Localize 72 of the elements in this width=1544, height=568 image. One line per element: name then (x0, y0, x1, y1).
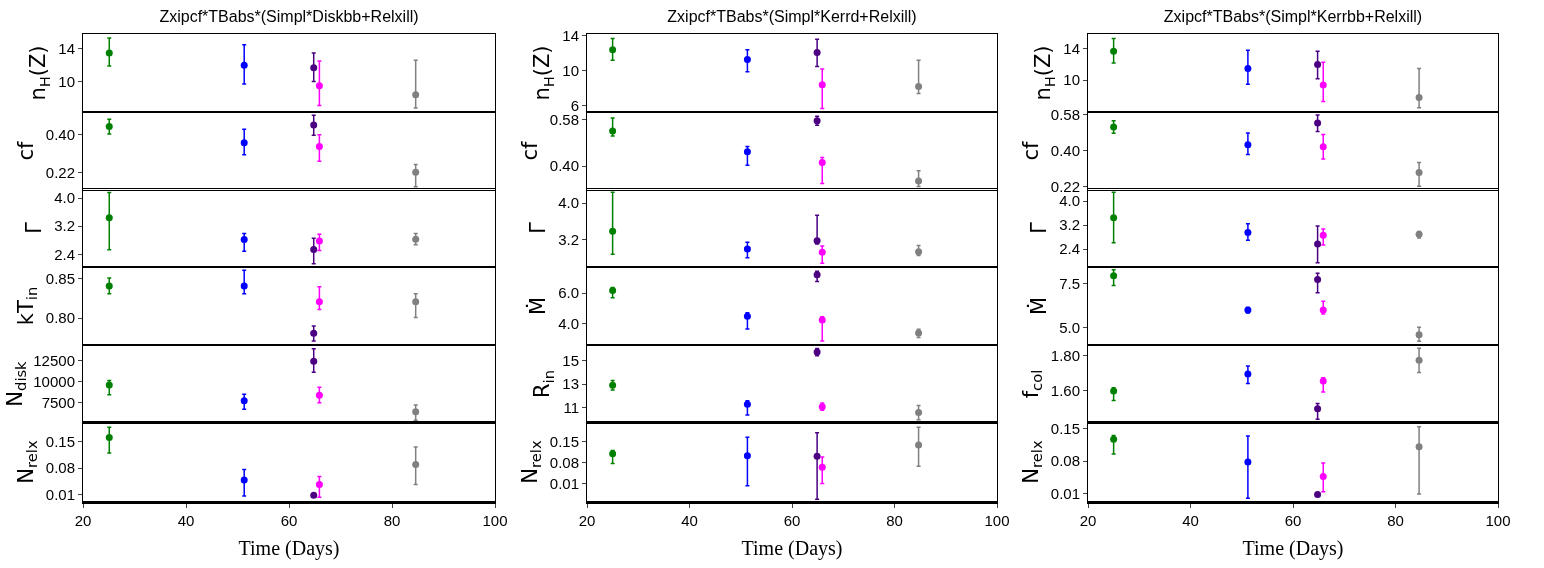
x-tick-label: 80 (886, 511, 903, 528)
y-tick-label: 4.0 (54, 189, 75, 207)
y-tick-label: 1.60 (1050, 381, 1080, 399)
x-tick-label: 20 (578, 511, 596, 528)
y-tick-label: 0.40 (1050, 141, 1080, 159)
x-tick-label: 100 (984, 511, 1010, 528)
y-axis-title: Ṁ (1026, 297, 1052, 316)
y-tick-label: 0.01 (45, 485, 75, 502)
y-tick-label: 0.40 (549, 157, 579, 175)
y-tick-label: 14 (562, 27, 579, 44)
y-tick-label: 6.0 (558, 284, 579, 302)
y-axis-title: Γ (1027, 222, 1052, 235)
x-tick-label: 100 (1485, 511, 1511, 528)
y-tick-label: 1.80 (1050, 346, 1080, 364)
x-tick-label: 60 (1284, 511, 1302, 528)
y-axis-title: Γ (526, 222, 551, 235)
y-tick-label: 3.2 (1059, 216, 1080, 234)
y-tick-label: 0.01 (549, 474, 579, 492)
y-axis-title: Ṁ (525, 297, 551, 316)
x-tick-label: 40 (1182, 511, 1199, 528)
y-tick-label: 3.2 (558, 231, 579, 249)
chart-title: Zxipcf*TBabs*(Simpl*Kerrd+Relxill) (667, 7, 917, 25)
y-axis-title: cf (13, 140, 38, 161)
y-tick-label: 0.40 (45, 125, 75, 143)
y-tick-label: 15 (562, 351, 579, 369)
y-tick-label: 12500 (33, 351, 75, 369)
y-tick-label: 0.58 (1050, 105, 1080, 123)
y-tick-label: 5.0 (1059, 319, 1080, 337)
x-axis-title: Time (Days) (741, 536, 843, 560)
y-tick-label: 0.08 (45, 458, 75, 476)
y-tick-label: 14 (58, 40, 75, 58)
y-tick-label: 4.0 (558, 315, 579, 333)
y-tick-label: 10 (1063, 71, 1080, 89)
y-axis-title: Γ (22, 222, 47, 235)
y-tick-label: 0.01 (1050, 484, 1080, 502)
x-tick-label: 60 (783, 511, 801, 528)
x-tick-label: 60 (280, 511, 298, 528)
y-tick-label: 14 (1063, 40, 1080, 58)
x-axis-title: Time (Days) (1242, 536, 1344, 560)
y-tick-label: 7500 (41, 393, 75, 411)
x-tick-label: 100 (482, 511, 508, 528)
y-tick-label: 2.4 (1059, 240, 1080, 258)
y-tick-label: 0.22 (45, 163, 75, 181)
y-tick-label: 0.22 (1050, 177, 1080, 195)
x-tick-label: 20 (1079, 511, 1097, 528)
y-tick-label: 0.08 (549, 453, 579, 471)
y-axis-title: cf (517, 140, 542, 161)
chart-title: Zxipcf*TBabs*(Simpl*Diskbb+Relxill) (159, 7, 419, 25)
y-tick-label: 7.5 (1059, 274, 1080, 292)
x-tick-label: 40 (681, 511, 698, 528)
y-tick-label: 0.08 (1050, 451, 1080, 469)
y-tick-label: 0.15 (1050, 419, 1080, 437)
y-tick-label: 10 (58, 72, 75, 90)
y-tick-label: 13 (562, 375, 579, 393)
x-tick-label: 20 (74, 511, 92, 528)
x-tick-label: 40 (177, 511, 195, 528)
x-axis-title: Time (Days) (238, 536, 340, 560)
x-tick-label: 80 (1387, 511, 1404, 528)
y-tick-label: 2.4 (54, 245, 75, 263)
y-tick-label: 3.2 (54, 217, 75, 235)
y-tick-label: 4.0 (558, 194, 579, 212)
y-tick-label: 10 (562, 62, 579, 80)
y-tick-label: 11 (563, 398, 579, 416)
y-tick-label: 10000 (33, 372, 75, 390)
y-tick-label: 0.80 (45, 309, 75, 327)
y-tick-label: 4.0 (1059, 192, 1080, 210)
y-tick-label: 0.15 (45, 432, 75, 450)
y-tick-label: 0.15 (549, 432, 579, 450)
y-axis-title: cf (1018, 140, 1043, 161)
x-tick-label: 80 (383, 511, 401, 528)
y-tick-label: 0.85 (45, 270, 75, 288)
chart-title: Zxipcf*TBabs*(Simpl*Kerrbb+Relxill) (1163, 7, 1423, 25)
